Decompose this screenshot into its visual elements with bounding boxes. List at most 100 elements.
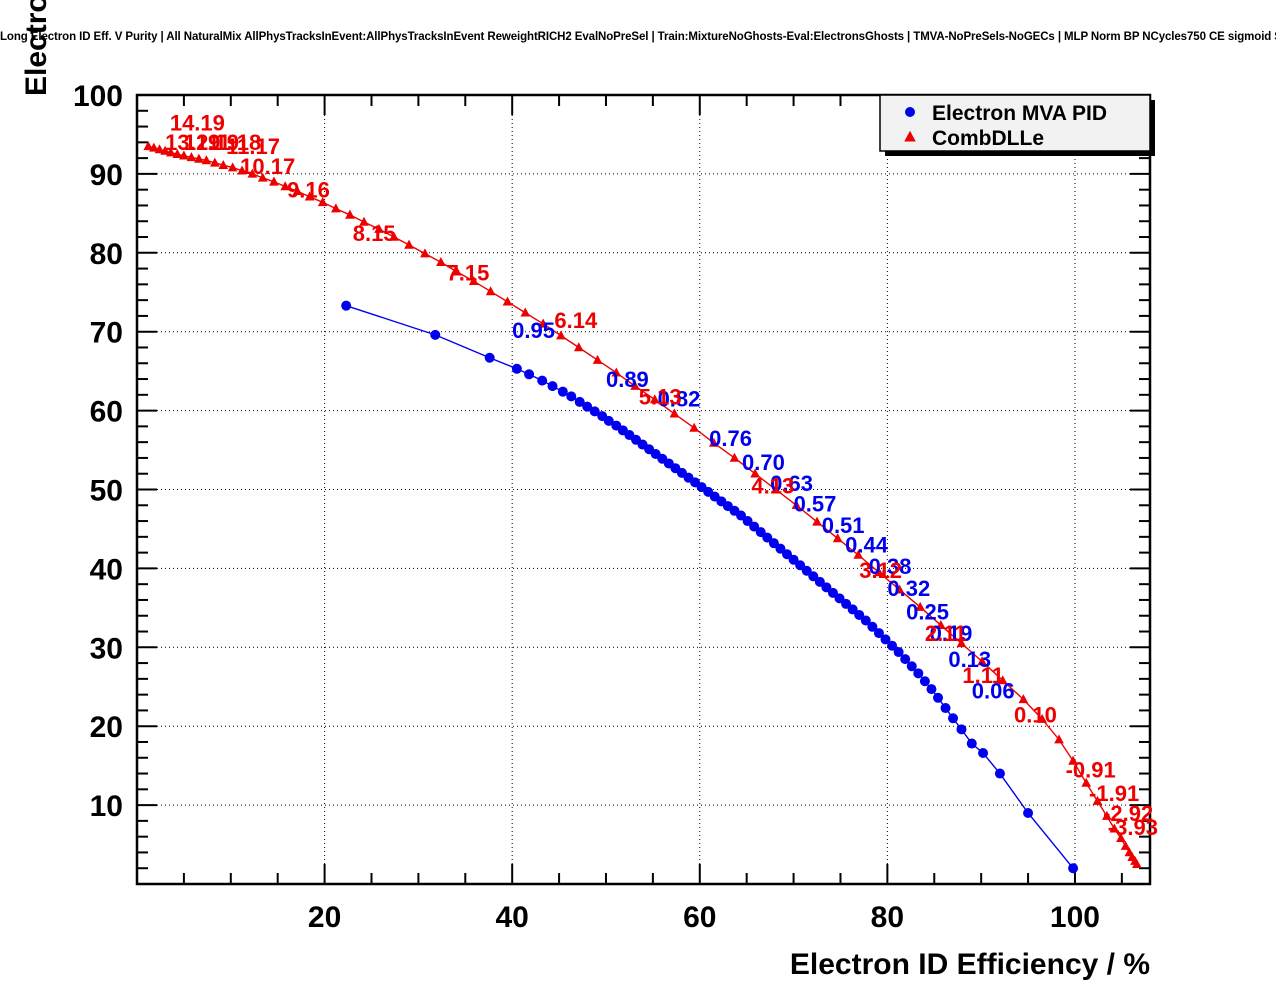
data-point — [524, 369, 535, 380]
data-point — [1120, 840, 1131, 850]
data-point — [853, 549, 864, 559]
cut-value-label: 7.15 — [447, 260, 490, 285]
cut-value-label: 12.19 — [184, 130, 239, 155]
cut-value-label: 0.25 — [906, 600, 949, 625]
data-point — [210, 157, 220, 167]
data-point — [511, 363, 522, 374]
cut-value-label: 5.13 — [639, 384, 682, 409]
axis-tick-labels: 10 20 30 40 50 60 70 80 90 100 20 40 60 80 100 — [73, 80, 1100, 934]
data-point — [468, 275, 479, 285]
data-point — [186, 152, 197, 162]
series-line — [345, 304, 1074, 869]
cut-value-labels: 0.95 0.89 0.82 0.760.700.630.570.510.440.38… — [165, 111, 1158, 841]
data-point — [237, 165, 247, 175]
data-point — [374, 223, 384, 233]
data-point — [1132, 859, 1142, 869]
data-point — [556, 330, 566, 340]
x-tick-label: 60 — [683, 901, 716, 934]
data-point — [165, 147, 176, 157]
data-point — [1018, 694, 1029, 704]
grid-lines — [137, 94, 1150, 884]
data-point — [331, 203, 341, 213]
data-point — [919, 676, 930, 687]
data-point — [1109, 823, 1120, 833]
data-point — [201, 155, 212, 165]
data-point — [1037, 713, 1047, 723]
data-point — [430, 329, 441, 340]
data-point — [573, 342, 584, 352]
y-tick-label: 40 — [90, 553, 123, 586]
data-point — [940, 703, 951, 714]
data-point — [936, 619, 946, 629]
legend-box[interactable] — [879, 94, 1151, 152]
cut-value-label: 0.06 — [972, 679, 1015, 704]
data-point — [179, 150, 189, 160]
x-tick-label: 100 — [1050, 901, 1100, 934]
data-point — [1116, 832, 1126, 843]
data-point — [913, 668, 924, 679]
cut-value-label: -2.92 — [1103, 801, 1153, 826]
data-point — [812, 516, 822, 526]
cut-value-label: -3.93 — [1108, 815, 1158, 840]
data-point — [978, 748, 989, 759]
cut-value-label: 0.32 — [887, 576, 930, 601]
data-point — [880, 634, 891, 645]
x-tick-label: 40 — [495, 901, 528, 934]
y-tick-label: 90 — [90, 159, 123, 192]
y-axis-title: Electron Purity / % — [20, 0, 53, 96]
data-point — [484, 352, 495, 363]
data-point — [149, 142, 159, 152]
cut-value-label: 1.11 — [962, 663, 1004, 688]
cut-value-label: -0.91 — [1066, 757, 1116, 782]
data-point — [867, 621, 878, 632]
y-tick-label: 80 — [90, 238, 123, 271]
data-point — [304, 191, 315, 201]
y-tick-label: 100 — [73, 80, 123, 113]
y-tick-label: 70 — [90, 317, 123, 350]
data-point — [966, 738, 977, 749]
data-point — [1092, 795, 1103, 805]
cut-value-label: 4.13 — [751, 473, 794, 498]
data-point — [788, 554, 799, 565]
series-line — [148, 145, 1138, 865]
data-point — [502, 296, 513, 306]
axis-ticks — [137, 94, 1150, 884]
axis-frame — [135, 93, 1152, 886]
data-point — [997, 675, 1008, 685]
data-point — [742, 516, 753, 527]
data-point — [669, 408, 680, 418]
data-point — [436, 257, 446, 267]
data-point — [900, 654, 911, 665]
data-point — [359, 216, 369, 226]
data-point — [630, 380, 640, 390]
data-series — [143, 141, 1142, 874]
data-point — [906, 661, 917, 672]
data-point — [709, 437, 719, 447]
data-point — [341, 300, 352, 311]
data-point — [834, 593, 845, 604]
x-tick-label: 80 — [871, 901, 904, 934]
data-point — [808, 571, 819, 582]
data-point — [154, 144, 165, 154]
data-point — [649, 394, 660, 404]
data-point — [317, 197, 328, 207]
cut-value-label: 3.12 — [859, 558, 902, 583]
data-point — [404, 239, 414, 249]
data-point — [768, 538, 779, 549]
data-point — [557, 386, 568, 397]
data-point — [227, 162, 238, 172]
cut-value-label: 0.63 — [770, 471, 813, 496]
cut-value-label: 6.14 — [554, 308, 598, 333]
data-point — [1068, 863, 1079, 874]
cut-value-label: 0.19 — [930, 621, 973, 646]
data-point — [762, 532, 773, 543]
data-point — [956, 638, 967, 648]
data-point — [574, 396, 585, 407]
data-point — [887, 640, 898, 651]
data-point — [218, 159, 229, 170]
cut-value-label: 0.44 — [845, 533, 889, 558]
data-point — [1023, 807, 1034, 818]
